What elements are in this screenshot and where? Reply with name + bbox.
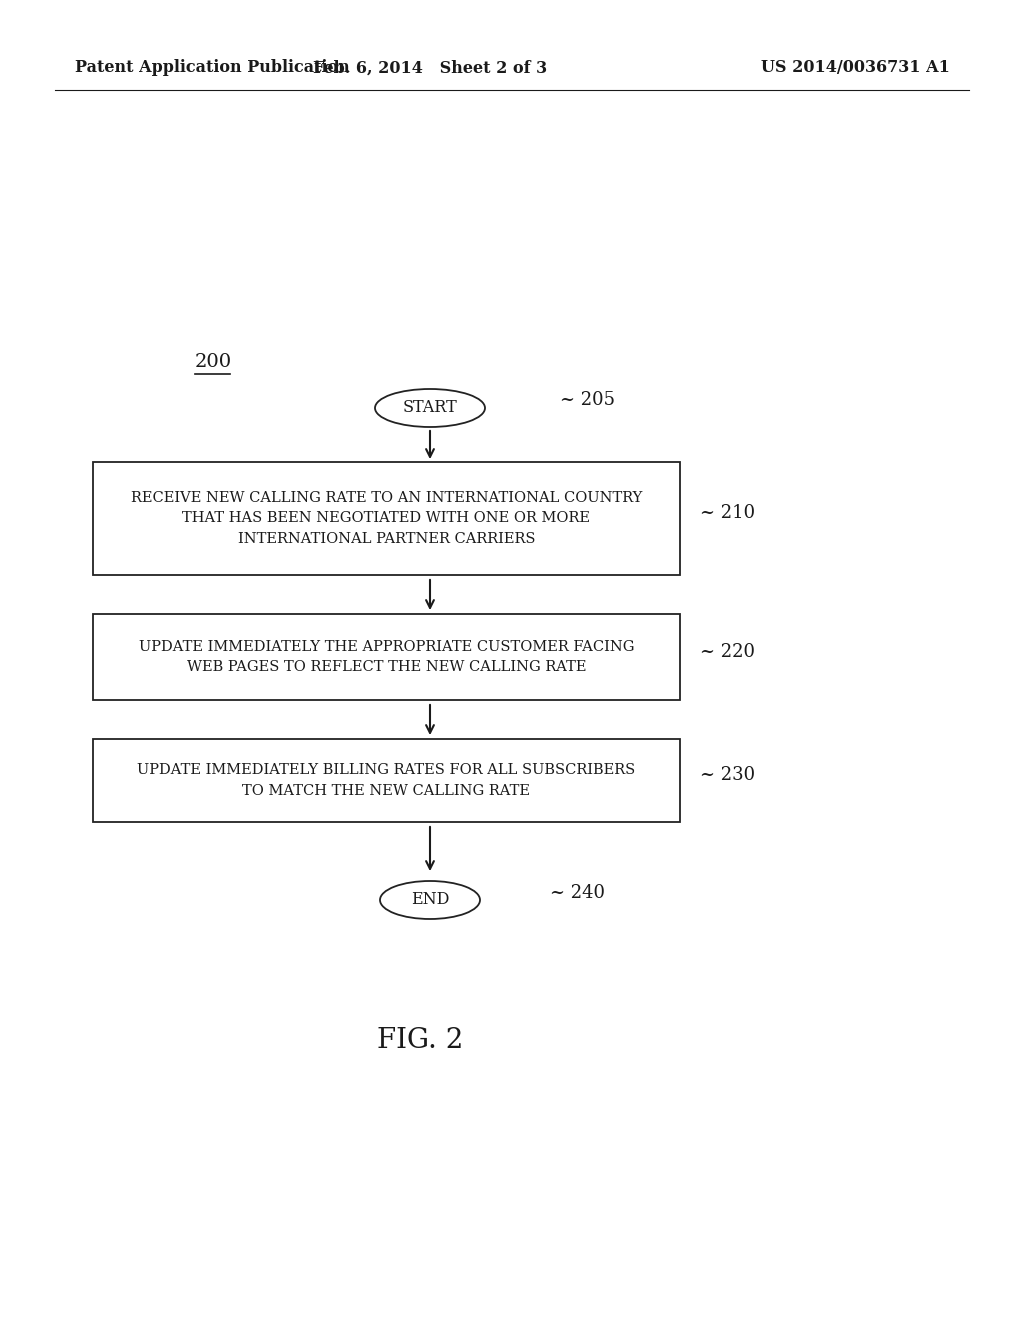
Text: UPDATE IMMEDIATELY THE APPROPRIATE CUSTOMER FACING
WEB PAGES TO REFLECT THE NEW : UPDATE IMMEDIATELY THE APPROPRIATE CUSTO… [138,640,634,675]
Text: ~ 210: ~ 210 [700,504,755,523]
Text: Feb. 6, 2014   Sheet 2 of 3: Feb. 6, 2014 Sheet 2 of 3 [313,59,547,77]
Ellipse shape [375,389,485,426]
Bar [93,462,680,576]
Text: UPDATE IMMEDIATELY BILLING RATES FOR ALL SUBSCRIBERS
TO MATCH THE NEW CALLING RA: UPDATE IMMEDIATELY BILLING RATES FOR ALL… [137,763,636,797]
Text: ~ 240: ~ 240 [550,884,605,902]
Bar [93,739,680,822]
Ellipse shape [380,880,480,919]
Bar [93,614,680,700]
Text: ~ 220: ~ 220 [700,643,755,661]
Text: RECEIVE NEW CALLING RATE TO AN INTERNATIONAL COUNTRY
THAT HAS BEEN NEGOTIATED WI: RECEIVE NEW CALLING RATE TO AN INTERNATI… [131,491,642,546]
Text: 200: 200 [195,352,232,371]
Text: START: START [402,400,458,417]
Text: FIG. 2: FIG. 2 [377,1027,463,1053]
Text: Patent Application Publication: Patent Application Publication [75,59,350,77]
Text: ~ 230: ~ 230 [700,767,755,784]
Text: ~ 205: ~ 205 [560,391,615,409]
Text: END: END [411,891,450,908]
Text: US 2014/0036731 A1: US 2014/0036731 A1 [761,59,950,77]
